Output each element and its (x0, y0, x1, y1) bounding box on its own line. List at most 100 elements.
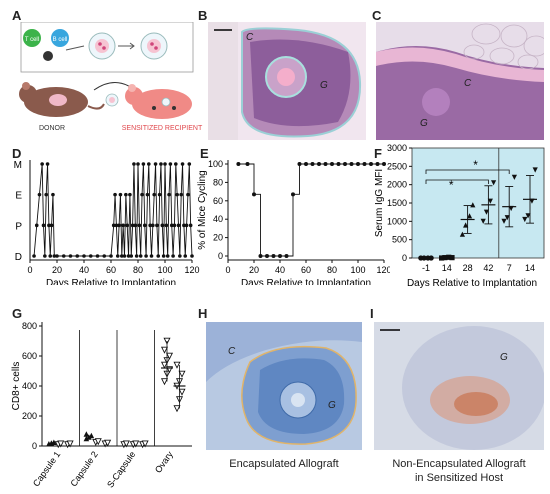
recipient-mouse-icon (132, 89, 192, 119)
d-point (186, 192, 190, 197)
d-point (174, 162, 178, 166)
f-x-tick-label: 7 (507, 263, 512, 273)
d-point (141, 162, 146, 166)
f-y-tick-label: 1000 (387, 216, 407, 226)
d-point (52, 254, 57, 258)
f-point (483, 209, 490, 215)
e-point (375, 162, 380, 166)
b-cell-icon (51, 29, 69, 47)
annot-h-graft: G (328, 400, 336, 411)
g-point (165, 352, 174, 360)
d-point (169, 223, 174, 228)
g-y-tick-label: 400 (22, 381, 37, 391)
e-x-axis-label: Days Relative to Implantation (241, 278, 371, 285)
e-x-tick-label: 20 (249, 265, 259, 275)
e-point (252, 192, 256, 197)
d-point (120, 254, 124, 258)
donor-label: DONOR (39, 125, 65, 132)
d-point (160, 223, 165, 228)
d-point (137, 223, 142, 228)
panel-label-d: D (12, 146, 22, 161)
d-x-tick-label: 100 (157, 265, 172, 275)
e-point (369, 162, 373, 166)
annot-b-capsule: C (246, 32, 254, 43)
f-point (470, 202, 476, 208)
micrograph-c: C G (376, 22, 544, 140)
e-point (265, 254, 269, 258)
e-y-tick-label: 80 (213, 177, 223, 187)
d-point (115, 254, 120, 258)
f-point (522, 216, 528, 223)
d-point (47, 223, 51, 228)
g-point (173, 361, 181, 369)
d-point (167, 192, 171, 197)
annot-c-capsule: C (464, 78, 472, 89)
f-y-tick-label: 2500 (387, 161, 407, 171)
panel-label-g: G (12, 306, 23, 321)
d-point (44, 192, 48, 197)
g-point (160, 378, 169, 386)
e-x-tick-label: 120 (376, 265, 390, 275)
e-point (245, 162, 250, 166)
e-point (278, 254, 282, 258)
d-point (126, 254, 131, 258)
d-point (117, 223, 121, 228)
d-x-tick-label: 80 (133, 265, 143, 275)
g-point (88, 432, 95, 439)
f-point (459, 231, 465, 237)
d-point (145, 192, 150, 197)
f-x-tick-label: 14 (525, 263, 535, 273)
e-point (323, 162, 328, 166)
d-point (184, 223, 189, 228)
caption-i-line2: in Sensitized Host (414, 472, 504, 484)
g-point (122, 440, 130, 448)
d-point (183, 254, 188, 258)
d-point (179, 192, 183, 197)
d-point (164, 223, 169, 228)
f-point (491, 180, 497, 186)
d-x-tick-label: 40 (79, 265, 89, 275)
panel-a-schematic: T cell B cell DONOR SENSITIZED RECIPIENT (19, 22, 203, 132)
recipient-label: SENSITIZED RECIPIENT (122, 125, 203, 132)
d-point (129, 254, 134, 258)
g-point (160, 361, 169, 369)
chart-d: D P E M 0 20 40 60 80 100 120 Days Relative to Impl… (14, 160, 200, 285)
g-y-tick-label: 200 (22, 411, 37, 421)
f-point (466, 213, 473, 219)
d-point (149, 254, 154, 258)
g-y-tick-label: 800 (22, 321, 37, 331)
e-y-tick-label: 100 (208, 159, 223, 169)
d-x-tick-label: 60 (106, 265, 116, 275)
f-point (511, 174, 517, 180)
d-point (142, 223, 147, 228)
g-point (51, 439, 57, 446)
d-point (134, 254, 139, 258)
f-x-tick-label: 42 (483, 263, 493, 273)
e-point (284, 254, 289, 258)
d-point (163, 162, 167, 166)
e-x-tick-label: 80 (327, 265, 337, 275)
d-point (75, 254, 80, 258)
d-point (152, 192, 156, 197)
f-point (463, 222, 469, 228)
panel-label-i: I (370, 306, 374, 321)
d-y-tick-label: P (15, 221, 22, 232)
f-point (501, 218, 507, 224)
d-point (157, 192, 162, 197)
g-point (57, 440, 65, 448)
g-point (83, 431, 90, 437)
d-point (168, 162, 173, 166)
f-y-axis-label: Serum IgG MFI (374, 169, 385, 237)
e-point (258, 254, 263, 258)
panel-label-e: E (200, 146, 209, 161)
d-point (165, 254, 170, 258)
f-point (480, 218, 486, 224)
e-point (317, 162, 321, 166)
panel-label-h: H (198, 306, 208, 321)
d-point (132, 162, 136, 166)
f-x-tick-label: 28 (463, 263, 473, 273)
chart-f: 0 500 1000 1500 2000 2500 3000 -1 14 28 42 7 14 * * Day… (374, 143, 545, 289)
b-cell-label: B cell (53, 37, 68, 43)
d-point (118, 192, 123, 197)
d-point (138, 254, 143, 258)
